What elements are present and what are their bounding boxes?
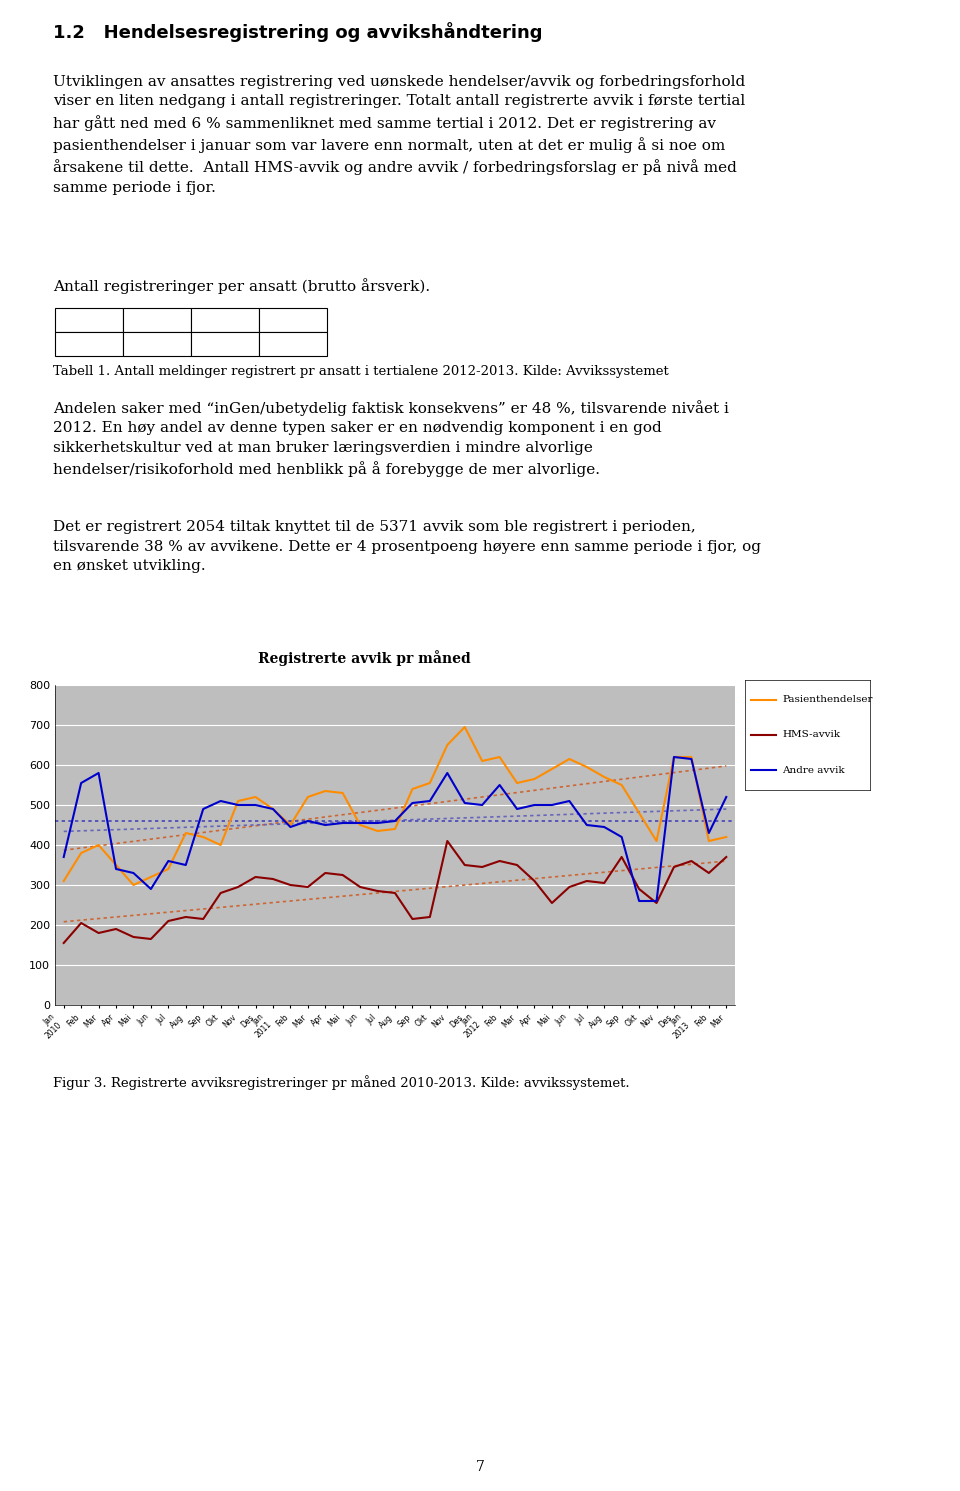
Text: Tertial 2: Tertial 2 bbox=[128, 313, 186, 327]
Text: 7: 7 bbox=[475, 1460, 485, 1475]
Text: 0,32: 0,32 bbox=[279, 337, 307, 350]
Bar bbox=[55, 332, 123, 356]
Text: Utviklingen av ansattes registrering ved uønskede hendelser/avvik og forbedrings: Utviklingen av ansattes registrering ved… bbox=[53, 75, 745, 195]
Bar bbox=[191, 332, 259, 356]
Bar bbox=[123, 309, 191, 332]
Bar bbox=[55, 309, 123, 332]
Bar bbox=[259, 309, 327, 332]
Text: Andre avvik: Andre avvik bbox=[782, 766, 845, 775]
Text: Tabell 1. Antall meldinger registrert pr ansatt i tertialene 2012-2013. Kilde: A: Tabell 1. Antall meldinger registrert pr… bbox=[53, 365, 668, 379]
Text: Figur 3. Registrerte avviksregistreringer pr måned 2010-2013. Kilde: avvikssyste: Figur 3. Registrerte avviksregistreringe… bbox=[53, 1075, 630, 1090]
Text: HMS-avvik: HMS-avvik bbox=[782, 731, 841, 740]
Bar bbox=[123, 332, 191, 356]
Text: Antall registreringer per ansatt (brutto årsverk).: Antall registreringer per ansatt (brutto… bbox=[53, 277, 430, 294]
Text: T1 2013: T1 2013 bbox=[264, 313, 322, 327]
Text: 1.2   Hendelsesregistrering og avvikshåndtering: 1.2 Hendelsesregistrering og avvikshåndt… bbox=[53, 22, 542, 42]
Bar bbox=[191, 309, 259, 332]
Bar bbox=[259, 332, 327, 356]
Text: 0,34: 0,34 bbox=[211, 337, 239, 350]
Text: Det er registrert 2054 tiltak knyttet til de 5371 avvik som ble registrert i per: Det er registrert 2054 tiltak knyttet ti… bbox=[53, 520, 760, 573]
Text: T1 2012: T1 2012 bbox=[60, 313, 118, 327]
Text: 0,28: 0,28 bbox=[143, 337, 171, 350]
Text: Registrerte avvik pr måned: Registrerte avvik pr måned bbox=[258, 650, 471, 666]
Text: 0,34: 0,34 bbox=[75, 337, 103, 350]
Text: Tertial 3: Tertial 3 bbox=[196, 313, 254, 327]
Text: Pasienthendelser: Pasienthendelser bbox=[782, 695, 873, 704]
Text: Andelen saker med “inGen/ubetydelig faktisk konsekvens” er 48 %, tilsvarende niv: Andelen saker med “inGen/ubetydelig fakt… bbox=[53, 400, 729, 477]
